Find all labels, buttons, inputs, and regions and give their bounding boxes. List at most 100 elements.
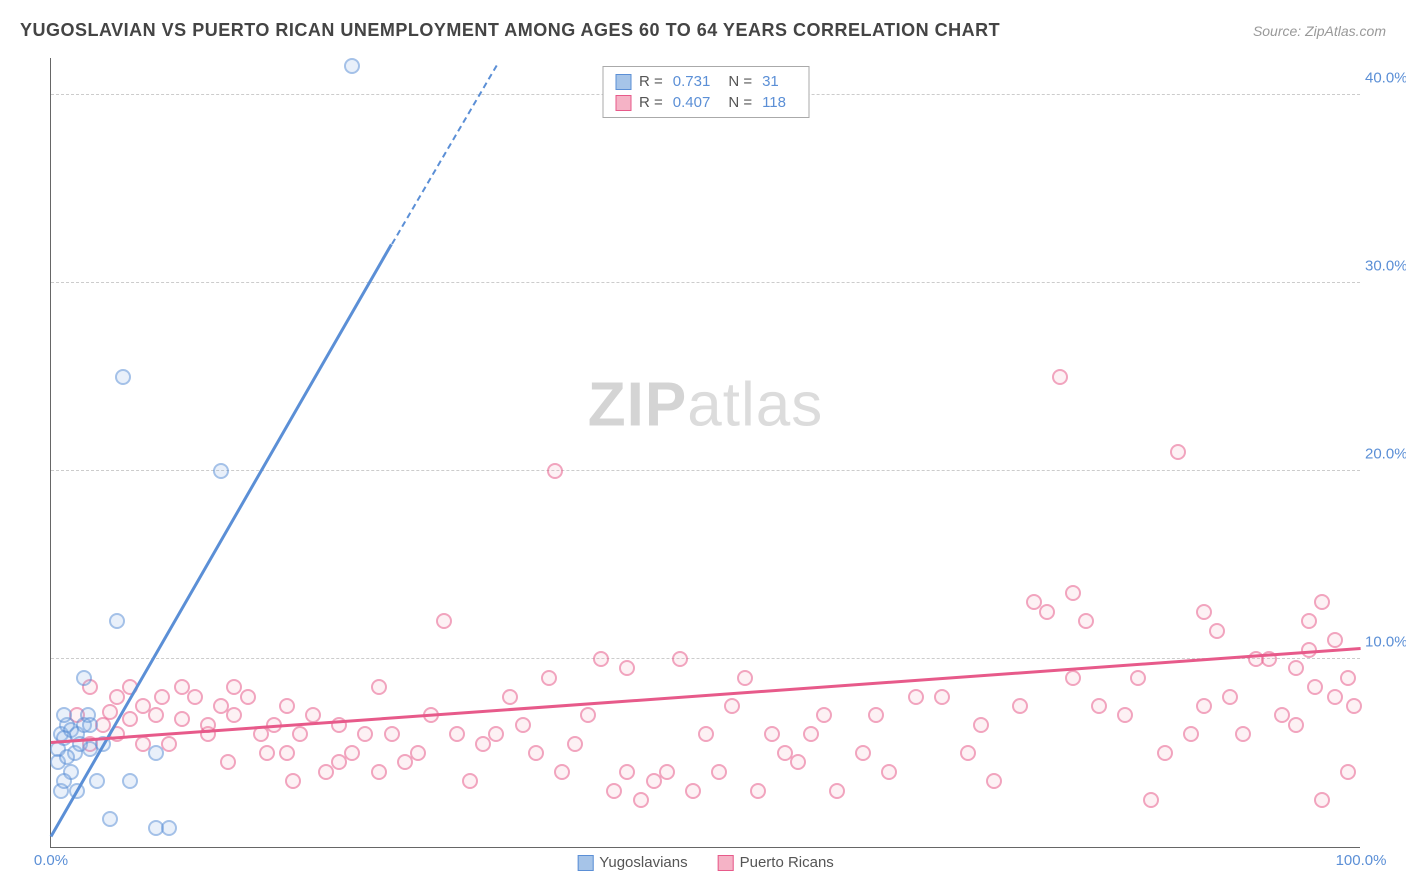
- scatter-point: [1157, 745, 1173, 761]
- scatter-point: [803, 726, 819, 742]
- regression-line: [50, 243, 393, 837]
- scatter-point: [606, 783, 622, 799]
- scatter-point: [1222, 689, 1238, 705]
- scatter-point: [619, 660, 635, 676]
- scatter-point: [371, 764, 387, 780]
- legend-swatch-pink: [718, 855, 734, 871]
- scatter-point: [148, 707, 164, 723]
- scatter-point: [1209, 623, 1225, 639]
- gridline: [51, 282, 1360, 283]
- scatter-point: [154, 689, 170, 705]
- scatter-point: [76, 670, 92, 686]
- watermark: ZIPatlas: [588, 370, 823, 441]
- scatter-point: [1039, 604, 1055, 620]
- scatter-point: [881, 764, 897, 780]
- legend-swatch-blue: [615, 74, 631, 90]
- chart-source: Source: ZipAtlas.com: [1253, 23, 1386, 39]
- scatter-point: [1170, 444, 1186, 460]
- legend-row-puerto-ricans: R = 0.407 N = 118: [615, 92, 796, 113]
- scatter-point: [547, 463, 563, 479]
- scatter-point: [908, 689, 924, 705]
- legend-row-yugoslavians: R = 0.731 N = 31: [615, 71, 796, 92]
- scatter-point: [528, 745, 544, 761]
- scatter-point: [1065, 585, 1081, 601]
- scatter-point: [115, 369, 131, 385]
- scatter-point: [344, 745, 360, 761]
- scatter-point: [259, 745, 275, 761]
- scatter-point: [109, 613, 125, 629]
- scatter-point: [737, 670, 753, 686]
- scatter-point: [1288, 717, 1304, 733]
- scatter-point: [357, 726, 373, 742]
- scatter-point: [279, 698, 295, 714]
- scatter-point: [1346, 698, 1362, 714]
- scatter-point: [750, 783, 766, 799]
- scatter-point: [220, 754, 236, 770]
- scatter-point: [102, 811, 118, 827]
- scatter-point: [292, 726, 308, 742]
- scatter-point: [593, 651, 609, 667]
- scatter-point: [619, 764, 635, 780]
- legend-item-yugoslavians: Yugoslavians: [577, 854, 687, 871]
- scatter-point: [1235, 726, 1251, 742]
- scatter-point: [633, 792, 649, 808]
- scatter-point: [685, 783, 701, 799]
- gridline: [51, 658, 1360, 659]
- legend-swatch-blue: [577, 855, 593, 871]
- scatter-point: [371, 679, 387, 695]
- scatter-point: [672, 651, 688, 667]
- scatter-point: [1340, 764, 1356, 780]
- scatter-point: [161, 820, 177, 836]
- scatter-point: [1327, 689, 1343, 705]
- ytick-label: 40.0%: [1365, 69, 1406, 86]
- scatter-point: [1078, 613, 1094, 629]
- scatter-point: [986, 773, 1002, 789]
- scatter-point: [82, 717, 98, 733]
- scatter-point: [344, 58, 360, 74]
- scatter-point: [59, 749, 75, 765]
- scatter-point: [1301, 613, 1317, 629]
- scatter-point: [89, 773, 105, 789]
- scatter-point: [1012, 698, 1028, 714]
- scatter-point: [724, 698, 740, 714]
- scatter-point: [148, 745, 164, 761]
- scatter-point: [1196, 604, 1212, 620]
- scatter-point: [1130, 670, 1146, 686]
- scatter-point: [541, 670, 557, 686]
- scatter-point: [868, 707, 884, 723]
- gridline: [51, 470, 1360, 471]
- scatter-point: [1196, 698, 1212, 714]
- scatter-point: [1314, 792, 1330, 808]
- scatter-point: [488, 726, 504, 742]
- scatter-point: [1327, 632, 1343, 648]
- xtick-label: 100.0%: [1336, 852, 1387, 869]
- chart-title: YUGOSLAVIAN VS PUERTO RICAN UNEMPLOYMENT…: [20, 20, 1000, 41]
- scatter-point: [436, 613, 452, 629]
- scatter-point: [1117, 707, 1133, 723]
- scatter-point: [764, 726, 780, 742]
- scatter-point: [934, 689, 950, 705]
- scatter-point: [102, 704, 118, 720]
- scatter-point: [1091, 698, 1107, 714]
- scatter-point: [122, 711, 138, 727]
- scatter-point: [1340, 670, 1356, 686]
- scatter-point: [462, 773, 478, 789]
- scatter-point: [960, 745, 976, 761]
- scatter-point: [449, 726, 465, 742]
- legend-swatch-pink: [615, 95, 631, 111]
- scatter-point: [240, 689, 256, 705]
- scatter-point: [122, 773, 138, 789]
- scatter-point: [187, 689, 203, 705]
- ytick-label: 10.0%: [1365, 633, 1406, 650]
- scatter-point: [580, 707, 596, 723]
- scatter-point: [855, 745, 871, 761]
- scatter-point: [285, 773, 301, 789]
- scatter-point: [1307, 679, 1323, 695]
- scatter-point: [790, 754, 806, 770]
- scatter-point: [515, 717, 531, 733]
- plot-area: ZIPatlas R = 0.731 N = 31 R = 0.407 N = …: [50, 58, 1360, 848]
- xtick-label: 0.0%: [34, 852, 68, 869]
- legend-item-puerto-ricans: Puerto Ricans: [718, 854, 834, 871]
- scatter-point: [384, 726, 400, 742]
- scatter-point: [659, 764, 675, 780]
